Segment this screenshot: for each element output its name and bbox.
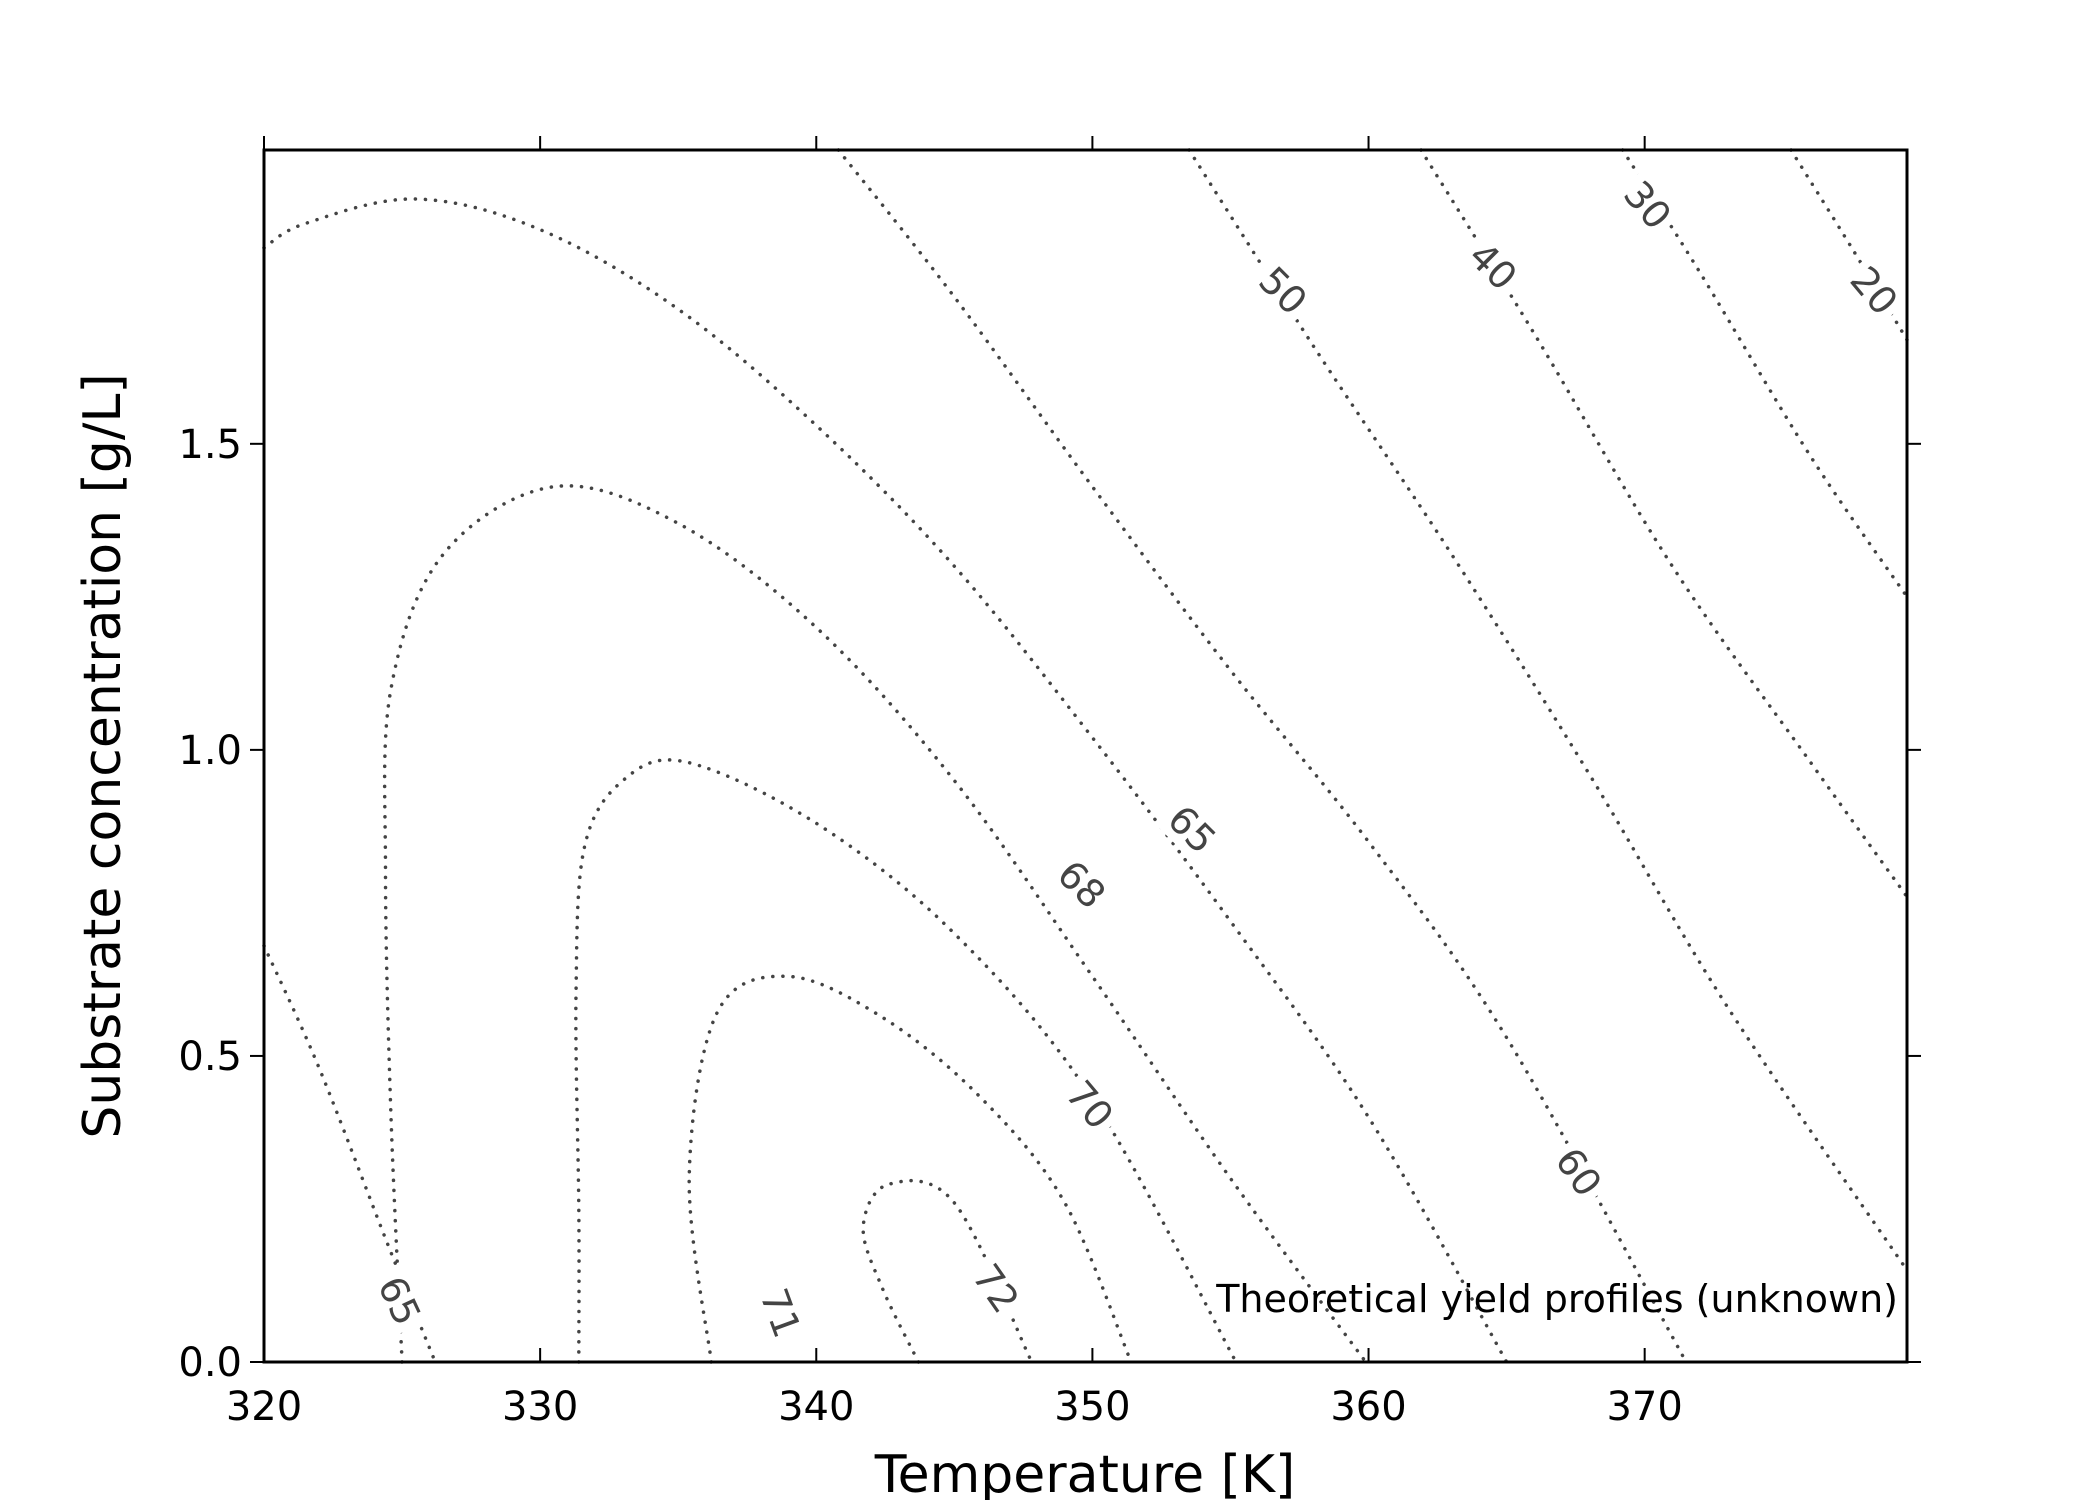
x-tick-label: 320 bbox=[226, 1384, 302, 1430]
y-tick-label: 0.5 bbox=[178, 1034, 242, 1080]
contour-label-halo bbox=[1044, 846, 1120, 922]
contour-label-halo bbox=[1837, 252, 1912, 328]
chart-annotation: Theoretical yield profiles (unknown) bbox=[1215, 1277, 1898, 1321]
y-tick-label: 1.0 bbox=[178, 728, 242, 774]
contour-label-halo bbox=[366, 1263, 434, 1338]
contour-label-halo bbox=[1456, 228, 1531, 304]
y-tick-label: 1.5 bbox=[178, 422, 242, 468]
y-tick-label: 0.0 bbox=[178, 1340, 242, 1386]
contour-label-halo bbox=[749, 1276, 814, 1349]
axis-ticks bbox=[250, 136, 1921, 1363]
contour-line-68-4 bbox=[382, 484, 1368, 1364]
x-tick-label: 370 bbox=[1606, 1384, 1682, 1430]
contour-label-halo bbox=[1053, 1066, 1128, 1143]
contour-label-halo bbox=[1246, 252, 1322, 328]
x-tick-label: 340 bbox=[778, 1384, 854, 1430]
x-tick-label: 350 bbox=[1054, 1384, 1130, 1430]
plot-frame bbox=[262, 148, 1909, 1364]
plot-background bbox=[264, 150, 1907, 1362]
contour-label-halo bbox=[1543, 1133, 1616, 1210]
x-axis-label: Temperature [K] bbox=[874, 1445, 1296, 1500]
y-axis-label: Substrate concentration [g/L] bbox=[73, 373, 133, 1138]
contour-line-50-7 bbox=[1187, 148, 1909, 1272]
contour-label-halo bbox=[1155, 791, 1230, 867]
x-tick-label: 360 bbox=[1330, 1384, 1406, 1430]
contour-label-halo bbox=[960, 1250, 1033, 1326]
contour-label-halo bbox=[1611, 166, 1686, 243]
x-tick-label: 330 bbox=[502, 1384, 578, 1430]
contour-line-60-6 bbox=[836, 148, 1688, 1364]
tick-labels: 320 330 340 350 360 370 0.0 0.5 1.0 1.5 bbox=[178, 422, 1682, 1430]
